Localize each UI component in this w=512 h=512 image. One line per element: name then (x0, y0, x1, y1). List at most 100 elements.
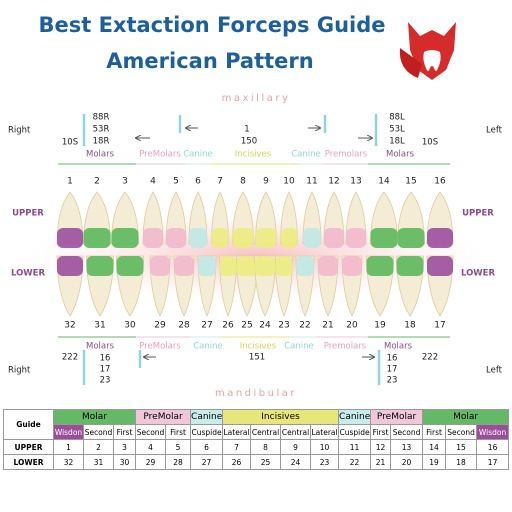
tooth-number: 25 (241, 321, 252, 331)
tooth-crown (342, 256, 362, 276)
forceps: 222 (422, 353, 438, 363)
tooth-crown (116, 256, 144, 276)
forceps: 10S (62, 138, 78, 148)
group-label: Incisives (240, 342, 277, 352)
cell: 30 (112, 454, 137, 470)
subheader: Wisdon (476, 424, 510, 440)
tooth-number: 14 (378, 177, 390, 187)
tooth-crown (150, 256, 170, 276)
group-header: Incisives (222, 409, 340, 425)
cell: 31 (83, 454, 114, 470)
table-row: LOWER 32 31 30 29 28 27 26 25 24 23 22 21 20 19 18 17 (3, 454, 510, 470)
tooth-crown (427, 228, 453, 248)
table-corner: Guide (3, 409, 54, 440)
tooth-number: 12 (328, 177, 339, 187)
cell: 9 (280, 439, 312, 455)
subheader: Second (445, 424, 478, 440)
forceps: 10S (422, 138, 438, 148)
tooth-crown (232, 228, 254, 248)
subheader: Lateral (310, 424, 340, 440)
row-label: LOWER (11, 269, 46, 279)
subheader-row: Wisdon Second First Second First Cuspide Later… (4, 424, 510, 440)
tooth-number: 31 (94, 321, 105, 331)
cell: 18 (445, 454, 478, 470)
cell: 11 (338, 439, 372, 455)
group-label: Canine (183, 150, 213, 160)
tooth-number: 1 (67, 177, 73, 187)
group-label: Premolars (325, 150, 368, 160)
subheader: First (112, 424, 137, 440)
tooth-number: 16 (434, 177, 446, 187)
row-label: LOWER (461, 269, 496, 279)
tooth-number: 5 (173, 177, 179, 187)
tooth-crown (143, 228, 163, 248)
tooth-crown (86, 256, 114, 276)
forceps: 18R (93, 137, 110, 147)
teeth (56, 191, 454, 318)
tooth-number: 17 (434, 321, 445, 331)
forceps: 16 (100, 354, 111, 364)
guide-table: Guide Molar PreMolar Canine Incisives Ca… (3, 409, 510, 470)
tooth-number: 20 (346, 321, 358, 331)
cell: 29 (135, 454, 167, 470)
tooth-number: 3 (122, 177, 128, 187)
table-row: UPPER 1 2 3 4 5 6 7 8 9 10 11 12 13 14 15 16 (3, 439, 510, 455)
group-header: Canine (338, 409, 372, 425)
cell: 1 (53, 439, 84, 455)
tooth-number: 18 (404, 321, 416, 331)
cell: 6 (190, 439, 224, 455)
tooth-number: 28 (178, 321, 190, 331)
subheader: Cuspide (338, 424, 372, 440)
tooth-number: 30 (124, 321, 136, 331)
forceps: 18L (389, 137, 405, 147)
tooth-crown (255, 228, 277, 248)
tooth-number: 27 (201, 321, 212, 331)
tooth-crown (57, 256, 83, 276)
tooth-number: 2 (94, 177, 100, 187)
cell: 3 (112, 439, 137, 455)
cell: 21 (370, 454, 392, 470)
jaw-label: mandibular (215, 388, 297, 399)
group-label: Molars (86, 342, 115, 352)
side-label: Left (486, 126, 503, 136)
row-label: LOWER (3, 454, 54, 470)
cell: 28 (165, 454, 192, 470)
tooth-number: 4 (150, 177, 156, 187)
subheader: First (165, 424, 192, 440)
subheader: Central (250, 424, 282, 440)
group-label: PreMolars (139, 342, 181, 352)
group-label: Canine (284, 342, 314, 352)
group-header: PreMolar (135, 409, 192, 425)
cell: 8 (250, 439, 282, 455)
tooth-number: 29 (154, 321, 166, 331)
tooth-number: 22 (299, 321, 310, 331)
tooth-crown (370, 228, 398, 248)
group-label: Canine (291, 150, 321, 160)
group-header: PreMolar (370, 409, 424, 425)
tooth-crown (346, 228, 366, 248)
cell: 7 (222, 439, 252, 455)
tooth-crown (296, 256, 314, 276)
forceps: 222 (62, 353, 78, 363)
tooth-crown (198, 256, 216, 276)
cell: 23 (310, 454, 340, 470)
cell: 12 (370, 439, 392, 455)
tooth-number: 32 (64, 321, 75, 331)
group-label: Molars (384, 342, 413, 352)
cell: 2 (83, 439, 114, 455)
subheader: Wisdon (53, 424, 84, 440)
cell: 10 (310, 439, 340, 455)
tooth-crown (303, 228, 321, 248)
subheader: First (422, 424, 447, 440)
tooth-number: 10 (283, 177, 295, 187)
forceps: 16 (387, 354, 398, 364)
cell: 27 (190, 454, 224, 470)
title: American Pattern (106, 49, 313, 73)
cell: 19 (422, 454, 447, 470)
row-label: UPPER (3, 439, 54, 455)
tooth-crown (211, 228, 229, 248)
group-label: PreMolars (139, 150, 181, 160)
side-label: Left (486, 366, 503, 376)
group-header: Molar (52, 409, 137, 425)
